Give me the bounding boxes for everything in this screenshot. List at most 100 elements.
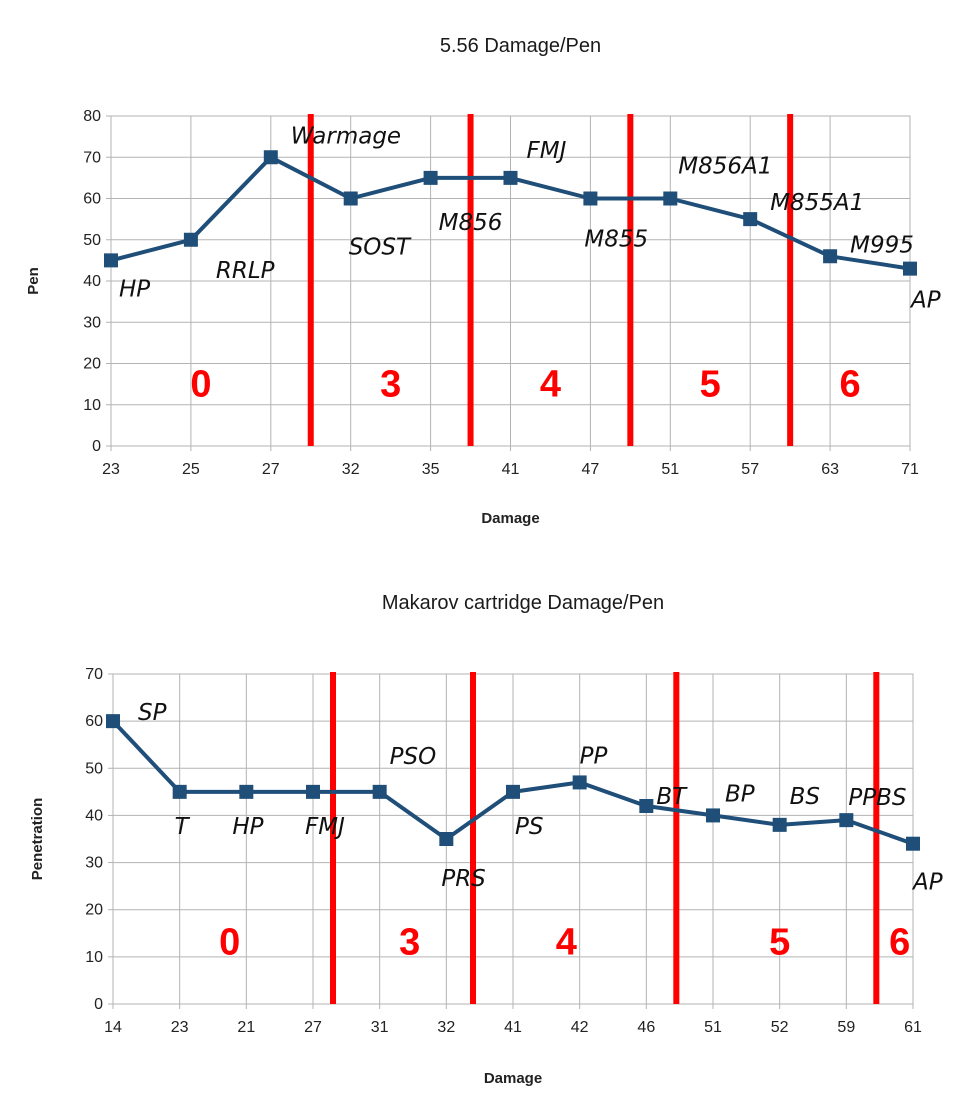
x-axis-label: Damage <box>481 510 539 527</box>
point-annotation: AP <box>909 288 941 314</box>
point-annotation: M855 <box>584 227 648 253</box>
point-annotation: PSO <box>390 744 437 770</box>
point-annotation: M995 <box>850 232 914 258</box>
x-tick-label: 51 <box>704 1019 722 1036</box>
y-tick-label: 0 <box>94 996 103 1013</box>
data-point <box>372 784 387 799</box>
zone-label: 4 <box>556 922 577 964</box>
data-point <box>263 150 278 165</box>
x-tick-label: 42 <box>571 1019 589 1036</box>
data-point <box>306 784 320 799</box>
point-annotation: PPBS <box>848 785 906 811</box>
data-point <box>743 212 758 227</box>
data-point <box>506 784 520 799</box>
zone-label: 5 <box>769 922 790 964</box>
x-tick-label: 25 <box>182 461 200 478</box>
y-tick-label: 40 <box>85 807 103 824</box>
zone-label: 0 <box>219 922 240 964</box>
data-point <box>106 714 120 729</box>
x-tick-label: 32 <box>342 461 360 478</box>
data-point <box>706 808 720 823</box>
y-tick-label: 40 <box>83 273 101 290</box>
x-tick-label: 14 <box>104 1019 122 1036</box>
x-tick-label: 27 <box>262 461 280 478</box>
data-point <box>239 784 254 799</box>
data-point <box>639 799 654 813</box>
y-tick-label: 10 <box>83 397 101 414</box>
data-point <box>772 817 787 832</box>
data-point <box>423 170 438 185</box>
y-tick-label: 70 <box>83 149 101 166</box>
chart-2: Makarov cartridge Damage/Pen010203040506… <box>29 592 943 1087</box>
x-tick-label: 32 <box>437 1019 455 1036</box>
x-tick-label: 52 <box>771 1019 789 1036</box>
zone-label: 5 <box>700 364 721 406</box>
point-annotation: HP <box>119 276 150 302</box>
chart-title: Makarov cartridge Damage/Pen <box>382 592 664 614</box>
x-tick-label: 51 <box>661 461 679 478</box>
zone-label: 6 <box>889 922 910 964</box>
data-point <box>903 261 917 276</box>
x-tick-label: 63 <box>821 461 839 478</box>
y-tick-label: 30 <box>83 314 101 331</box>
y-tick-label: 80 <box>83 108 101 125</box>
zone-label: 0 <box>190 364 211 406</box>
zone-label: 3 <box>380 364 401 406</box>
point-annotation: AP <box>911 870 943 896</box>
y-tick-label: 10 <box>85 949 103 966</box>
x-tick-label: 27 <box>304 1019 322 1036</box>
x-tick-label: 71 <box>901 461 919 478</box>
x-tick-label: 47 <box>582 461 600 478</box>
zone-label: 3 <box>399 922 420 964</box>
x-tick-label: 46 <box>637 1019 655 1036</box>
data-point <box>823 249 838 264</box>
y-tick-label: 30 <box>85 855 103 872</box>
x-tick-label: 23 <box>171 1019 189 1036</box>
y-tick-label: 60 <box>85 713 103 730</box>
x-tick-label: 35 <box>422 461 440 478</box>
x-tick-label: 61 <box>904 1019 922 1036</box>
zone-label: 6 <box>840 364 861 406</box>
y-tick-label: 60 <box>83 191 101 208</box>
point-annotation: RRLP <box>216 258 275 284</box>
point-annotation: PRS <box>441 866 485 892</box>
x-tick-label: 31 <box>371 1019 389 1036</box>
point-annotation: FMJ <box>527 138 567 164</box>
y-axis-label: Pen <box>25 267 42 295</box>
data-point <box>572 775 587 790</box>
point-annotation: BT <box>656 784 688 810</box>
point-annotation: BP <box>725 781 755 807</box>
y-axis-label: Penetration <box>29 798 46 881</box>
point-annotation: BS <box>790 784 820 810</box>
plot-area <box>110 115 911 447</box>
chart-title: 5.56 Damage/Pen <box>440 35 601 57</box>
data-point <box>503 170 518 185</box>
x-tick-label: 41 <box>502 461 520 478</box>
data-point <box>172 784 187 799</box>
point-annotation: M855A1 <box>770 190 864 216</box>
point-annotation: PP <box>580 743 608 769</box>
x-tick-label: 21 <box>237 1019 255 1036</box>
y-tick-label: 0 <box>92 438 101 455</box>
data-point <box>663 191 678 206</box>
point-annotation: PS <box>515 814 543 840</box>
data-point <box>183 232 198 247</box>
x-axis-label: Damage <box>484 1070 542 1087</box>
data-point <box>343 191 358 206</box>
y-tick-label: 50 <box>83 232 101 249</box>
data-point <box>906 836 920 851</box>
point-annotation: M856 <box>439 210 503 236</box>
data-point <box>583 191 598 206</box>
point-annotation: FMJ <box>305 814 345 840</box>
point-annotation: T <box>175 814 191 840</box>
y-tick-label: 50 <box>85 760 103 777</box>
point-annotation: M856A1 <box>678 154 772 180</box>
y-tick-label: 20 <box>85 902 103 919</box>
data-point <box>839 813 854 828</box>
point-annotation: SOST <box>349 235 412 261</box>
y-tick-label: 70 <box>85 666 103 683</box>
point-annotation: Warmage <box>291 123 401 149</box>
zone-label: 4 <box>540 364 561 406</box>
